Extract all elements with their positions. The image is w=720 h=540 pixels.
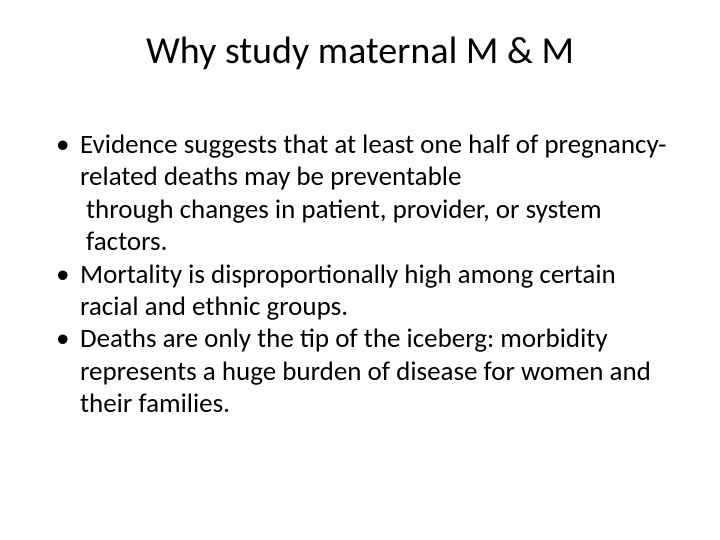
slide-title: Why study maternal M & M (50, 28, 670, 74)
bullet-continuation: through changes in patient, provider, or… (50, 194, 670, 259)
bullet-item: Mortality is disproportionally high amon… (50, 259, 670, 324)
slide-container: Why study maternal M & M Evidence sugges… (0, 0, 720, 540)
bullet-item: Evidence suggests that at least one half… (50, 129, 670, 194)
bullet-item: Deaths are only the tip of the iceberg: … (50, 323, 670, 420)
bullet-list: Evidence suggests that at least one half… (50, 129, 670, 421)
